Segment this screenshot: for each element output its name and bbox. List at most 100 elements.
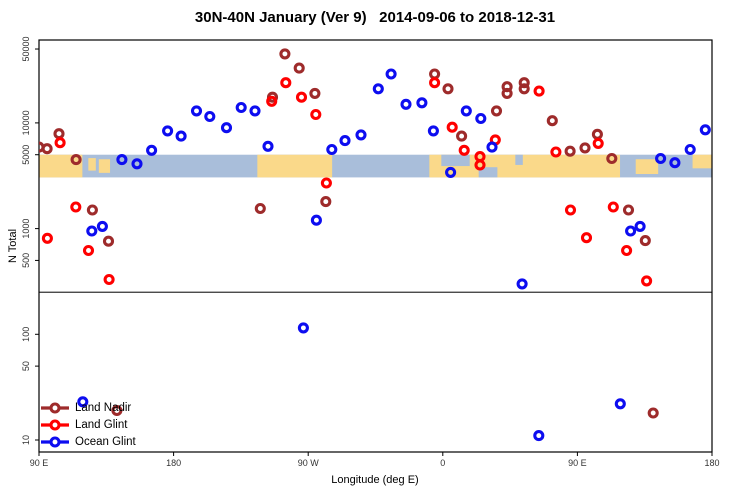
data-point-ocean-glint — [400, 98, 412, 110]
data-point-land-nadir — [293, 62, 305, 74]
data-points — [39, 48, 711, 442]
data-point-land-glint — [429, 77, 441, 89]
map-band-sea-patch — [441, 154, 470, 167]
data-point-land-nadir — [320, 196, 332, 208]
data-point-land-nadir — [591, 128, 603, 140]
data-point-land-nadir — [70, 154, 82, 166]
data-point-land-nadir — [622, 204, 635, 216]
x-tick-label: 180 — [704, 458, 719, 468]
y-tick-label: 50000 — [21, 37, 31, 62]
data-point-ocean-glint — [162, 125, 174, 137]
data-point-land-nadir — [442, 83, 454, 95]
legend: Land Nadir Land Glint Ocean Glint — [40, 399, 136, 450]
data-point-ocean-glint — [385, 68, 397, 80]
data-point-land-nadir — [639, 235, 651, 247]
plot-border — [38, 39, 713, 453]
data-point-ocean-glint — [372, 83, 384, 95]
map-band-land — [635, 159, 659, 175]
data-point-ocean-glint — [131, 158, 143, 170]
data-point-ocean-glint — [634, 220, 646, 232]
data-point-land-nadir — [490, 105, 503, 117]
data-point-land-glint — [82, 244, 95, 257]
data-point-ocean-glint — [355, 129, 367, 141]
data-point-land-nadir — [518, 77, 530, 89]
data-point-land-nadir — [647, 407, 659, 419]
data-point-ocean-glint — [175, 130, 187, 142]
data-point-land-nadir — [429, 68, 441, 80]
data-point-ocean-glint — [486, 141, 498, 153]
data-point-ocean-glint — [86, 225, 98, 237]
data-point-land-nadir — [501, 87, 513, 99]
data-point-ocean-glint — [116, 154, 128, 166]
map-band-land — [98, 159, 111, 173]
y-tick-label: 10000 — [21, 110, 31, 135]
data-point-ocean-glint — [684, 143, 696, 156]
data-point-land-glint — [641, 275, 653, 287]
legend-item-label: Land Nadir — [75, 401, 132, 414]
data-point-land-glint — [295, 91, 308, 103]
y-axis-title: N Total — [7, 228, 19, 264]
data-point-ocean-glint — [475, 112, 487, 125]
data-point-land-nadir — [53, 128, 65, 140]
data-point-land-nadir — [309, 87, 321, 99]
data-point-ocean-glint — [669, 157, 681, 169]
y-tick-label: 500 — [21, 253, 31, 268]
x-tick-label: 0 — [440, 458, 445, 468]
legend-item-label: Land Glint — [75, 418, 128, 431]
data-point-ocean-glint — [655, 152, 667, 165]
data-point-land-glint — [280, 77, 292, 89]
legend-marker-land-glint — [41, 418, 69, 431]
y-tick-label: 10 — [21, 435, 31, 445]
data-point-land-glint — [474, 159, 486, 171]
data-point-ocean-glint — [310, 214, 322, 226]
data-point-land-glint — [320, 177, 332, 189]
data-point-ocean-glint — [235, 101, 247, 114]
data-point-land-glint — [621, 244, 633, 257]
map-band-sea-patch — [478, 167, 498, 178]
data-point-land-nadir — [606, 152, 618, 165]
data-point-land-glint — [607, 201, 619, 213]
data-point-land-glint — [564, 204, 577, 216]
map-band-sea-patch — [515, 154, 523, 165]
data-point-ocean-glint — [416, 97, 428, 109]
legend-item-label: Ocean Glint — [75, 435, 136, 448]
legend-marker-land-nadir — [41, 401, 69, 414]
data-point-land-glint — [70, 201, 82, 213]
data-point-ocean-glint — [77, 396, 89, 408]
y-tick-label: 5000 — [21, 145, 31, 165]
data-point-land-glint — [533, 85, 545, 97]
data-point-land-glint — [103, 273, 115, 286]
x-tick-label: 90 E — [30, 458, 49, 468]
data-point-ocean-glint — [204, 110, 216, 123]
y-tick-label: 1000 — [21, 219, 31, 239]
data-point-land-glint — [580, 232, 593, 244]
data-point-land-glint — [446, 121, 458, 133]
data-point-land-nadir — [546, 115, 558, 127]
legend-item-land-glint: Land Glint — [40, 416, 136, 433]
map-band-land — [88, 158, 96, 171]
map-band-land — [39, 154, 83, 178]
data-point-land-nadir — [102, 235, 115, 247]
data-point-land-glint — [550, 146, 562, 158]
data-point-land-nadir — [41, 143, 53, 155]
data-point-land-nadir — [456, 130, 468, 142]
data-point-ocean-glint — [699, 124, 711, 136]
data-point-ocean-glint — [249, 105, 261, 117]
data-point-ocean-glint — [614, 398, 626, 410]
data-point-ocean-glint — [96, 220, 108, 232]
data-point-land-glint — [41, 232, 53, 244]
data-point-ocean-glint — [297, 322, 309, 334]
data-point-land-nadir — [111, 404, 123, 417]
x-tick-label: 90 W — [298, 458, 320, 468]
data-point-land-glint — [54, 137, 66, 149]
legend-item-ocean-glint: Ocean Glint — [40, 433, 136, 450]
y-tick-label: 50 — [21, 361, 31, 371]
x-axis-title: Longitude (deg E) — [331, 474, 419, 486]
y-tick-label: 100 — [21, 327, 31, 342]
map-band-land — [257, 154, 333, 178]
legend-item-land-nadir: Land Nadir — [40, 399, 136, 416]
data-point-land-nadir — [518, 83, 530, 95]
data-point-ocean-glint — [460, 105, 472, 117]
data-point-ocean-glint — [533, 430, 545, 442]
map-band-land — [692, 154, 712, 169]
